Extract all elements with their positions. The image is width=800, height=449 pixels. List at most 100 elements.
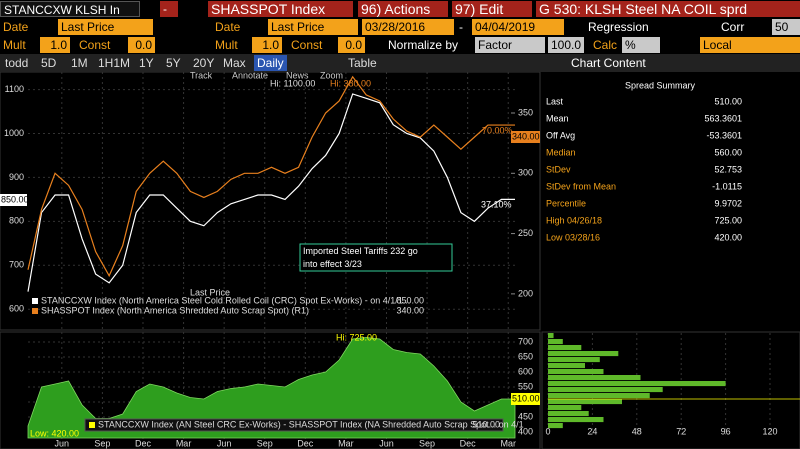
x-tick-label: Jun <box>217 438 232 448</box>
x-tick-label: Mar <box>176 438 192 448</box>
label: Calc <box>593 38 618 52</box>
field-select[interactable]: Last Price <box>268 19 358 35</box>
x-tick-label: Sep <box>419 438 435 448</box>
summary-value: 9.9702 <box>714 198 742 208</box>
hist-bar <box>548 351 619 357</box>
pct-label: 37.10% <box>481 199 512 209</box>
hist-bar <box>548 345 582 351</box>
tab[interactable]: todd <box>5 56 29 70</box>
x-tick-label: Mar <box>500 438 516 448</box>
x-tick-label: 120 <box>762 426 777 436</box>
x-tick-label: 72 <box>676 426 686 436</box>
actions-menu[interactable]: 96) Actions <box>358 1 448 17</box>
last-value: 850.00 <box>1 194 29 204</box>
annotation-box <box>299 243 453 272</box>
y-tick-label: 1100 <box>5 84 24 94</box>
price-line <box>27 75 515 278</box>
last-value: 340.00 <box>512 131 540 141</box>
summary-label: Off Avg <box>546 130 575 140</box>
last-value: 510.00 <box>512 393 540 403</box>
tab[interactable]: Max <box>223 56 246 70</box>
hist-bar <box>548 375 641 381</box>
hist-bar <box>548 423 563 429</box>
mult-row: Mult 1.0 Const 0.0 Mult 1.0 Const 0.0 No… <box>0 36 800 54</box>
y-tick-label: 700 <box>518 336 533 346</box>
edit-menu[interactable]: 97) Edit <box>452 1 532 17</box>
end-date[interactable]: 04/04/2019 <box>472 19 564 35</box>
input[interactable]: 0.0 <box>128 37 155 53</box>
normalize-checkbox[interactable]: Normalize by <box>388 38 459 52</box>
y-tick-label: 450 <box>518 411 533 421</box>
tab[interactable]: Table <box>348 56 377 70</box>
controls-row: Date Last Price Date Last Price 03/28/20… <box>0 18 800 36</box>
price-line <box>27 93 515 292</box>
summary-value: -53.3601 <box>706 130 742 140</box>
summary-label: High 04/26/18 <box>546 215 602 225</box>
y-tick-label: 650 <box>518 351 533 361</box>
spread-legend <box>84 418 504 432</box>
x-tick-label: Sep <box>94 438 110 448</box>
corr-input[interactable]: 50 <box>772 19 800 35</box>
y-tick-label: 600 <box>9 304 24 314</box>
x-tick-label: 24 <box>587 426 597 436</box>
label: Date <box>215 20 241 34</box>
summary-value: -1.0115 <box>712 181 742 191</box>
y-tick-label: 800 <box>9 216 24 226</box>
normalize-select[interactable]: Factor <box>475 37 545 53</box>
legend-swatch <box>32 308 38 314</box>
factor-input[interactable]: 100.0 <box>548 37 584 53</box>
tab[interactable]: 1Y <box>139 56 154 70</box>
legend-last: 850.00 <box>396 295 424 305</box>
hist-bar <box>548 333 554 339</box>
tab[interactable]: 1H1M <box>98 56 131 70</box>
regression-checkbox[interactable]: Regression <box>588 20 649 34</box>
start-date[interactable]: 03/28/2016 <box>362 19 454 35</box>
x-tick-label: Mar <box>338 438 354 448</box>
tab[interactable]: 5Y <box>166 56 181 70</box>
chart-tool[interactable]: Track <box>190 72 213 80</box>
label: Mult <box>3 38 26 52</box>
summary-value: 52.753 <box>714 164 742 174</box>
x-tick-label: Dec <box>135 438 152 448</box>
separator: - <box>459 20 463 34</box>
x-tick-label: Jun <box>379 438 394 448</box>
label: Const <box>291 38 323 52</box>
x-tick-label: Dec <box>297 438 314 448</box>
tab[interactable]: 1M <box>71 56 88 70</box>
operator[interactable]: - <box>160 1 178 17</box>
field-select[interactable]: Last Price <box>58 19 153 35</box>
hist-bar <box>548 399 622 405</box>
hi-label: Hi: 380.00 <box>330 78 371 88</box>
hist-bar <box>548 381 726 387</box>
pct-label: 70.00% <box>482 125 513 135</box>
corr-checkbox[interactable]: Corr <box>721 20 745 34</box>
hist-bar <box>548 411 589 417</box>
input[interactable]: 1.0 <box>40 37 70 53</box>
y-tick-label: 700 <box>9 260 24 270</box>
legend-last: 340.00 <box>396 305 424 315</box>
security-field[interactable]: SHASSPOT Index <box>208 1 353 17</box>
hist-bar <box>548 339 563 345</box>
hist-bar <box>548 369 604 375</box>
last-badge <box>511 393 540 405</box>
security-field[interactable]: STANCCXW KLSH In <box>0 1 140 17</box>
calc-select[interactable]: % <box>622 37 660 53</box>
label: Const <box>79 38 111 52</box>
chart-content-tab[interactable]: Chart Content <box>571 56 646 70</box>
legend-title: Last Price <box>190 287 230 297</box>
tab[interactable]: 20Y <box>193 56 215 70</box>
last-badge <box>0 194 27 206</box>
y-tick-label: 900 <box>9 172 24 182</box>
summary-value: 563.3601 <box>704 113 742 123</box>
chart-tool[interactable]: Zoom <box>320 72 343 80</box>
tab[interactable]: Daily <box>254 55 287 71</box>
tab[interactable]: 5D <box>41 56 57 70</box>
timezone-select[interactable]: Local <box>700 37 800 53</box>
input[interactable]: 0.0 <box>338 37 365 53</box>
input[interactable]: 1.0 <box>252 37 282 53</box>
summary-title: Spread Summary <box>625 80 696 90</box>
chart-tool[interactable]: News <box>286 72 309 80</box>
chart-tool[interactable]: Annotate <box>232 72 268 80</box>
charts: Track Annotate News Zoom 600 700 800 900 1000 110… <box>0 72 800 449</box>
